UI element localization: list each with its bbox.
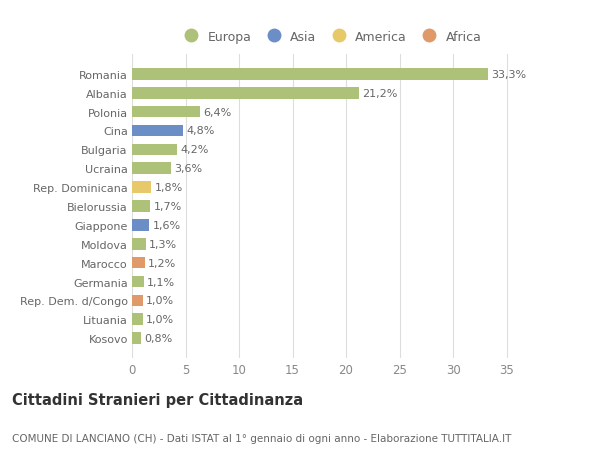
Bar bbox=[132, 69, 488, 80]
Text: 4,8%: 4,8% bbox=[187, 126, 215, 136]
Bar bbox=[132, 219, 149, 231]
Bar bbox=[132, 333, 140, 344]
Text: 1,6%: 1,6% bbox=[152, 220, 181, 230]
Bar bbox=[132, 238, 146, 250]
Bar bbox=[132, 106, 200, 118]
Bar bbox=[132, 182, 151, 194]
Bar bbox=[132, 276, 144, 288]
Bar bbox=[132, 163, 170, 175]
Bar bbox=[132, 314, 143, 325]
Text: 1,1%: 1,1% bbox=[147, 277, 175, 287]
Text: 1,8%: 1,8% bbox=[154, 183, 183, 193]
Text: 0,8%: 0,8% bbox=[144, 333, 172, 343]
Text: 1,2%: 1,2% bbox=[148, 258, 176, 268]
Text: 1,3%: 1,3% bbox=[149, 239, 177, 249]
Text: 1,7%: 1,7% bbox=[154, 202, 182, 212]
Bar bbox=[132, 125, 184, 137]
Text: 6,4%: 6,4% bbox=[204, 107, 232, 118]
Text: 3,6%: 3,6% bbox=[174, 164, 202, 174]
Text: 4,2%: 4,2% bbox=[180, 145, 209, 155]
Text: Cittadini Stranieri per Cittadinanza: Cittadini Stranieri per Cittadinanza bbox=[12, 392, 303, 407]
Bar bbox=[132, 295, 143, 307]
Bar bbox=[132, 257, 145, 269]
Text: 21,2%: 21,2% bbox=[362, 89, 397, 99]
Text: COMUNE DI LANCIANO (CH) - Dati ISTAT al 1° gennaio di ogni anno - Elaborazione T: COMUNE DI LANCIANO (CH) - Dati ISTAT al … bbox=[12, 433, 511, 442]
Text: 1,0%: 1,0% bbox=[146, 314, 174, 325]
Legend: Europa, Asia, America, Africa: Europa, Asia, America, Africa bbox=[176, 28, 484, 46]
Bar bbox=[132, 144, 177, 156]
Text: 33,3%: 33,3% bbox=[491, 70, 527, 80]
Bar bbox=[132, 88, 359, 99]
Bar bbox=[132, 201, 150, 213]
Text: 1,0%: 1,0% bbox=[146, 296, 174, 306]
